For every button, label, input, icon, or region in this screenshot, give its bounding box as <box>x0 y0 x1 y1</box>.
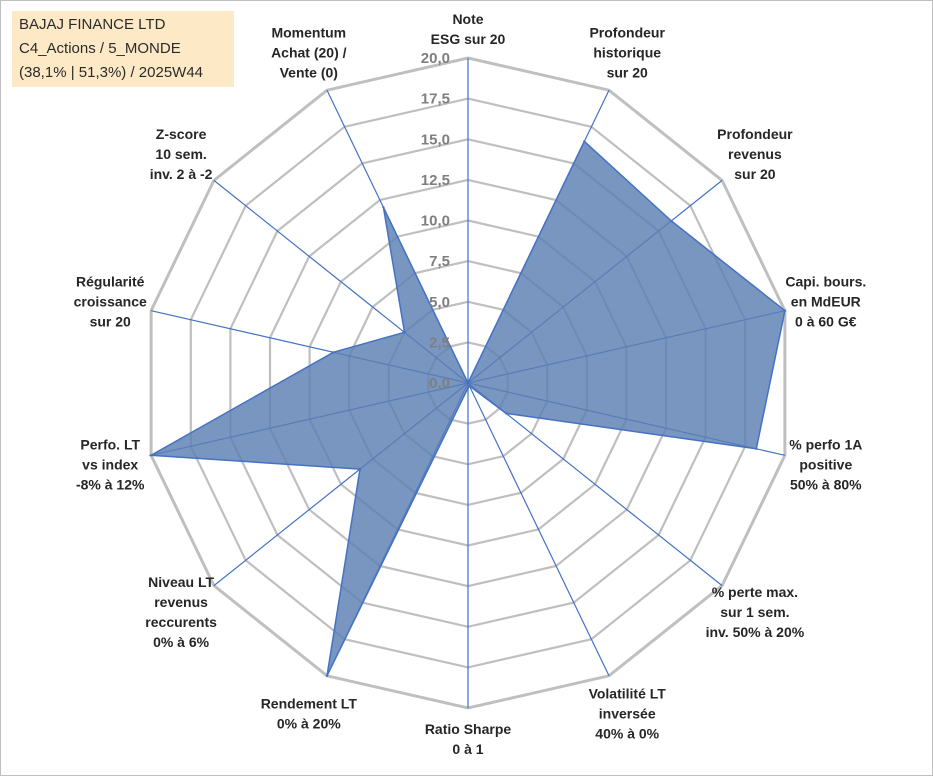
category-label-line: sur 20 <box>90 313 131 329</box>
category-label-layer: Note ESG sur 20 Profondeur historique sur 20… <box>74 11 867 757</box>
category-label-line: 0 à 60 G€ <box>795 313 857 329</box>
data-point <box>466 381 470 385</box>
data-point <box>670 219 673 223</box>
category-label-line: inv. 50% à 20% <box>706 624 805 640</box>
axis-spoke <box>467 382 610 677</box>
tick-label: 17,5 <box>421 91 450 108</box>
category-label-line: Z-score <box>156 126 207 142</box>
category-label: Régularité croissance sur 20 <box>74 273 147 329</box>
category-label: Z-score 10 sem. inv. 2 à -2 <box>150 126 213 182</box>
category-label: Perfo. LT vs index -8% à 12% <box>76 437 145 493</box>
category-label-line: 50% à 80% <box>790 477 862 493</box>
data-point <box>358 467 362 471</box>
category-label-line: 10 sem. <box>155 146 206 162</box>
data-point <box>149 454 153 457</box>
data-point <box>325 674 329 677</box>
category-label: Capi. bours. en MdEUR 0 à 60 G€ <box>785 273 866 329</box>
category-label-line: Note <box>452 11 483 27</box>
category-label-line: sur 1 sem. <box>720 604 789 620</box>
title-line-1: BAJAJ FINANCE LTD <box>19 16 166 33</box>
category-label-line: Momentum <box>271 24 346 40</box>
category-label-line: Ratio Sharpe <box>425 721 512 737</box>
tick-label: 5,0 <box>429 294 450 311</box>
category-label: % perfo 1A positive 50% à 80% <box>789 437 862 493</box>
data-point <box>403 331 406 334</box>
category-label: Rendement LT 0% à 20% <box>261 696 358 732</box>
category-label-line: Régularité <box>76 273 145 289</box>
data-point <box>466 386 470 390</box>
category-label-line: Volatilité LT <box>589 686 667 702</box>
category-label-line: vs index <box>82 457 138 473</box>
category-label-line: sur 20 <box>607 64 648 80</box>
tick-label: 10,0 <box>421 213 450 230</box>
category-label-line: Capi. bours. <box>785 273 866 289</box>
tick-label: 15,0 <box>421 131 450 148</box>
category-label-line: % perfo 1A <box>789 437 862 453</box>
tick-label: 2,5 <box>429 334 450 351</box>
category-label-line: ESG sur 20 <box>431 31 506 47</box>
category-label-line: Niveau LT <box>148 574 214 590</box>
category-label-line: % perte max. <box>712 584 798 600</box>
axis-spoke <box>467 382 723 587</box>
category-label-line: Vente (0) <box>280 64 338 80</box>
category-label: % perte max. sur 1 sem. inv. 50% à 20% <box>706 584 805 640</box>
category-label-line: revenus <box>728 146 782 162</box>
title-box: BAJAJ FINANCE LTD C4_Actions / 5_MONDE (… <box>12 11 234 87</box>
category-label-line: en MdEUR <box>791 293 861 309</box>
tick-label-layer: 0,0 2,5 5,0 7,5 10,0 12,5 15,0 17,5 20,0 <box>421 50 450 392</box>
category-label: Ratio Sharpe 0 à 1 <box>425 721 512 757</box>
tick-label: 7,5 <box>429 253 450 270</box>
data-point <box>504 412 508 415</box>
data-point <box>783 309 787 312</box>
tick-label: 12,5 <box>421 172 450 189</box>
data-point <box>382 206 385 209</box>
category-label-line: 0% à 20% <box>277 716 341 732</box>
category-label-line: -8% à 12% <box>76 477 145 493</box>
category-label-line: sur 20 <box>734 166 775 182</box>
category-label: Volatilité LT inversée 40% à 0% <box>589 686 667 742</box>
tick-label: 20,0 <box>421 50 450 67</box>
category-label-line: positive <box>799 457 852 473</box>
category-label: Momentum Achat (20) / Vente (0) <box>271 24 347 80</box>
category-label-line: Rendement LT <box>261 696 358 712</box>
category-label: Niveau LT revenus reccurents 0% à 6% <box>145 574 217 650</box>
data-point <box>583 140 586 143</box>
category-label: Note ESG sur 20 <box>431 11 506 47</box>
title-line-3: (38,1% | 51,3%) / 2025W44 <box>19 64 203 81</box>
category-label-line: inversée <box>599 706 656 722</box>
data-point <box>755 447 758 450</box>
category-label: Profondeur revenus sur 20 <box>717 126 793 182</box>
category-label-line: reccurents <box>145 614 217 630</box>
data-point <box>332 351 335 354</box>
tick-label: 0,0 <box>429 375 450 392</box>
category-label-line: Profondeur <box>589 24 665 40</box>
category-label-line: 0% à 6% <box>153 634 210 650</box>
category-label-line: Profondeur <box>717 126 793 142</box>
category-label-line: 40% à 0% <box>595 726 659 742</box>
data-point <box>468 384 471 388</box>
category-label-line: historique <box>593 44 661 60</box>
category-label-line: Perfo. LT <box>80 437 140 453</box>
category-label-line: revenus <box>154 594 208 610</box>
category-label-line: 0 à 1 <box>452 741 483 757</box>
category-label: Profondeur historique sur 20 <box>589 24 665 80</box>
title-line-2: C4_Actions / 5_MONDE <box>19 40 181 57</box>
series-layer <box>148 140 787 677</box>
category-label-line: Achat (20) / <box>271 44 347 60</box>
category-label-line: inv. 2 à -2 <box>150 166 213 182</box>
category-label-line: croissance <box>74 293 147 309</box>
